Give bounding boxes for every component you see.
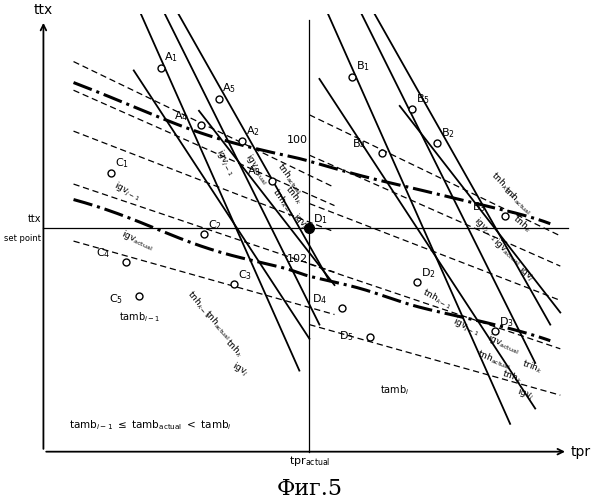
Text: tnh$_{k}$: tnh$_{k}$ <box>500 368 524 386</box>
Text: igv$_{j}$: igv$_{j}$ <box>289 210 311 233</box>
Text: igv$_{j-1}$: igv$_{j-1}$ <box>111 179 143 204</box>
Text: tnh$_{\rm actual}$: tnh$_{\rm actual}$ <box>201 307 235 342</box>
Text: tnh$_{k-1}$: tnh$_{k-1}$ <box>269 186 298 219</box>
Text: tamb$_{i-1}$: tamb$_{i-1}$ <box>119 310 160 324</box>
Text: A$_{1}$: A$_{1}$ <box>164 50 178 64</box>
Text: igv$_{\rm actual}$: igv$_{\rm actual}$ <box>242 152 271 188</box>
Text: tpr: tpr <box>570 444 590 458</box>
Text: D$_{4}$: D$_{4}$ <box>312 292 327 306</box>
Text: ttx: ttx <box>34 3 53 17</box>
Text: Фиг.5: Фиг.5 <box>276 478 342 500</box>
Text: igv$_{\rm actual}$: igv$_{\rm actual}$ <box>490 236 525 268</box>
Text: D$_{2}$: D$_{2}$ <box>421 266 436 280</box>
Text: trih$_{k}$: trih$_{k}$ <box>520 358 545 376</box>
Text: tnh$_{k-1}$: tnh$_{k-1}$ <box>184 288 214 320</box>
Text: B$_{5}$: B$_{5}$ <box>416 92 430 106</box>
Text: A$_{3}$: A$_{3}$ <box>247 164 261 178</box>
Text: D$_{5}$: D$_{5}$ <box>340 329 355 343</box>
Text: B$_{2}$: B$_{2}$ <box>441 126 455 140</box>
Text: B$_{4}$: B$_{4}$ <box>352 138 366 151</box>
Text: 100: 100 <box>287 135 308 145</box>
Text: tamb$_{i-1}$ $\leq$ tamb$_{\rm actual}$ $<$ tamb$_{i}$: tamb$_{i-1}$ $\leq$ tamb$_{\rm actual}$ … <box>68 418 231 432</box>
Text: tnh$_{k-1}$: tnh$_{k-1}$ <box>420 286 454 312</box>
Text: tpr$_{\rm actual}$: tpr$_{\rm actual}$ <box>289 454 330 468</box>
Text: igv$_{j-1}$: igv$_{j-1}$ <box>470 215 500 244</box>
Text: tnh$_{k}$: tnh$_{k}$ <box>510 212 534 236</box>
Text: C$_{2}$: C$_{2}$ <box>208 218 222 232</box>
Text: igv$_{j-1}$: igv$_{j-1}$ <box>450 315 481 339</box>
Text: B$_{3}$: B$_{3}$ <box>472 200 486 213</box>
Text: tnh$_{k}$: tnh$_{k}$ <box>222 336 245 360</box>
Text: tnh$_{k}$: tnh$_{k}$ <box>282 183 305 207</box>
Text: set point: set point <box>4 234 41 243</box>
Text: ttx: ttx <box>27 214 41 224</box>
Text: igv$_{j}$: igv$_{j}$ <box>229 360 251 380</box>
Text: C$_{1}$: C$_{1}$ <box>115 156 129 170</box>
Text: A$_{2}$: A$_{2}$ <box>246 124 260 138</box>
Text: tnh$_{\rm actual}$: tnh$_{\rm actual}$ <box>274 161 306 197</box>
Text: tnh$_{\rm actual}$: tnh$_{\rm actual}$ <box>500 184 535 217</box>
Text: A$_{5}$: A$_{5}$ <box>222 82 236 96</box>
Text: D$_{1}$: D$_{1}$ <box>314 212 328 226</box>
Text: tnh$_{\rm actual}$: tnh$_{\rm actual}$ <box>475 348 513 372</box>
Text: A$_{4}$: A$_{4}$ <box>174 109 188 123</box>
Text: C$_{5}$: C$_{5}$ <box>109 292 123 306</box>
Text: igv$_{\rm actual}$: igv$_{\rm actual}$ <box>485 331 522 357</box>
Text: C$_{3}$: C$_{3}$ <box>238 268 252 282</box>
Text: B$_{1}$: B$_{1}$ <box>356 60 370 74</box>
Text: igv$_{j}$: igv$_{j}$ <box>515 386 536 404</box>
Text: C$_{4}$: C$_{4}$ <box>96 246 110 260</box>
Text: tnh$_{k-1}$: tnh$_{k-1}$ <box>488 170 519 201</box>
Text: igv$_{j}$: igv$_{j}$ <box>515 264 537 284</box>
Text: igv$_{\rm actual}$: igv$_{\rm actual}$ <box>119 228 156 254</box>
Text: igv$_{j-1}$: igv$_{j-1}$ <box>211 146 236 178</box>
Text: tamb$_{i}$: tamb$_{i}$ <box>380 383 409 397</box>
Text: D$_{3}$: D$_{3}$ <box>499 315 514 328</box>
Text: 102: 102 <box>287 254 308 264</box>
